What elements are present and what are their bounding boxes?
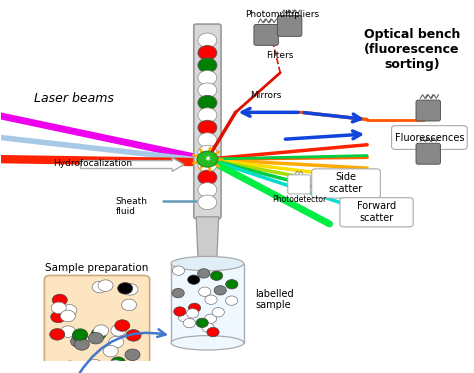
Circle shape [198,58,217,72]
Circle shape [61,326,75,338]
FancyBboxPatch shape [277,15,302,36]
Circle shape [198,170,217,185]
Circle shape [88,332,103,344]
Circle shape [59,362,74,373]
Circle shape [198,33,217,48]
Circle shape [198,145,217,160]
Circle shape [210,271,223,280]
FancyBboxPatch shape [254,25,278,46]
FancyBboxPatch shape [45,276,150,373]
Circle shape [125,349,140,361]
Circle shape [115,320,130,331]
FancyBboxPatch shape [312,169,380,198]
Circle shape [94,325,109,336]
Circle shape [123,283,138,295]
Circle shape [198,108,217,122]
Text: Sample preparation: Sample preparation [46,263,149,273]
Text: Mirrors: Mirrors [250,91,282,100]
Circle shape [198,120,217,135]
Circle shape [196,318,208,327]
Text: Optical bench
(fluorescence
sorting): Optical bench (fluorescence sorting) [364,28,460,71]
Circle shape [173,307,186,316]
Circle shape [126,330,141,341]
FancyArrow shape [81,158,184,171]
Text: Forward
scatter: Forward scatter [357,201,396,223]
Circle shape [198,183,217,197]
FancyBboxPatch shape [392,126,467,150]
Circle shape [110,357,126,369]
Text: Filters: Filters [266,51,294,60]
Circle shape [186,309,199,318]
Text: Hydrofocalization: Hydrofocalization [53,159,132,168]
Circle shape [51,302,66,314]
Circle shape [71,336,86,347]
Circle shape [226,296,237,305]
FancyBboxPatch shape [416,143,440,164]
Circle shape [63,361,77,373]
Circle shape [198,70,217,85]
Polygon shape [196,217,219,260]
Circle shape [118,283,133,294]
Circle shape [198,46,217,60]
Text: Photomultipliers: Photomultipliers [245,10,319,19]
Circle shape [60,310,75,322]
Circle shape [197,151,218,167]
Circle shape [202,323,214,332]
Circle shape [198,195,217,210]
Circle shape [183,319,195,328]
Circle shape [188,275,200,284]
Circle shape [73,329,88,340]
FancyBboxPatch shape [288,175,310,194]
Circle shape [103,345,118,357]
Circle shape [108,360,123,372]
FancyBboxPatch shape [340,198,413,227]
Ellipse shape [171,336,244,350]
FancyBboxPatch shape [194,24,221,219]
Circle shape [72,330,87,342]
Circle shape [226,280,238,289]
Text: Sheath
fluid: Sheath fluid [116,197,148,216]
Circle shape [198,83,217,97]
Circle shape [87,360,102,371]
Circle shape [91,328,106,340]
Circle shape [109,336,124,348]
Circle shape [121,299,137,311]
Circle shape [198,133,217,147]
Text: Side
scatter: Side scatter [329,172,363,194]
Circle shape [173,266,184,275]
Circle shape [111,325,126,336]
Circle shape [51,311,66,323]
FancyBboxPatch shape [416,100,440,121]
Circle shape [92,281,107,293]
Circle shape [214,286,226,295]
Text: Photodetector: Photodetector [272,195,326,204]
Circle shape [198,158,217,172]
Circle shape [205,295,217,304]
Circle shape [212,307,224,317]
Text: labelled
sample: labelled sample [255,289,294,310]
Ellipse shape [171,256,244,271]
Text: Laser beams: Laser beams [34,91,113,104]
Circle shape [52,294,67,306]
Circle shape [50,329,65,340]
Circle shape [189,303,201,313]
Circle shape [207,327,219,337]
Text: ✶: ✶ [203,154,211,164]
Circle shape [198,95,217,110]
Circle shape [62,305,77,316]
Circle shape [172,288,184,298]
Circle shape [178,313,191,322]
Circle shape [204,314,217,323]
Bar [171,264,244,343]
Circle shape [74,339,89,350]
Circle shape [98,280,113,291]
Circle shape [198,269,210,278]
Text: Fluorescences: Fluorescences [395,132,465,142]
Circle shape [199,287,211,297]
